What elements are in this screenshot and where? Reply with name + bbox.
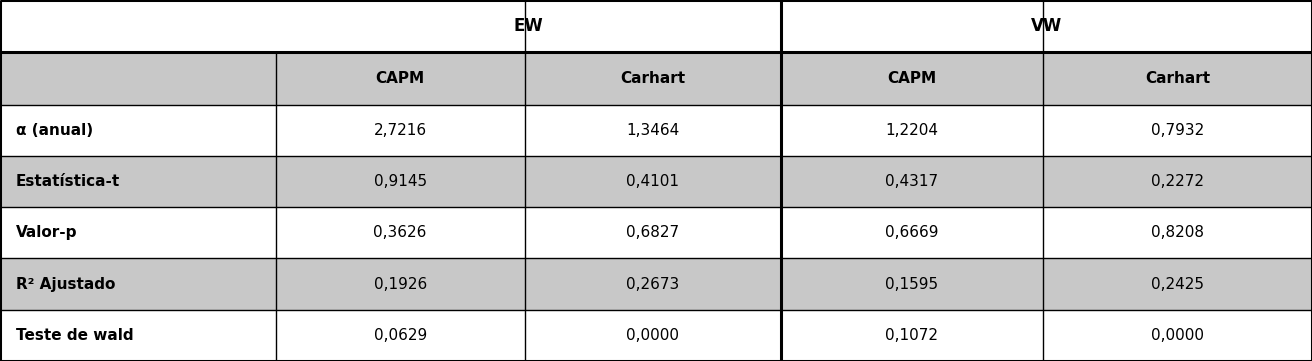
Text: 0,7932: 0,7932 — [1151, 123, 1204, 138]
Bar — [0, 258, 1312, 310]
Text: 0,2673: 0,2673 — [626, 277, 680, 292]
Bar — [0, 156, 1312, 207]
Bar — [0, 310, 1312, 361]
Bar — [0, 105, 1312, 156]
Text: CAPM: CAPM — [375, 71, 425, 86]
Text: α (anual): α (anual) — [16, 123, 93, 138]
Text: 0,8208: 0,8208 — [1151, 225, 1204, 240]
Text: 0,1595: 0,1595 — [886, 277, 938, 292]
Text: EW: EW — [513, 17, 543, 35]
Text: 0,0000: 0,0000 — [626, 328, 680, 343]
Text: R² Ajustado: R² Ajustado — [16, 277, 115, 292]
Text: 0,2272: 0,2272 — [1151, 174, 1204, 189]
Text: 2,7216: 2,7216 — [374, 123, 426, 138]
Text: 1,2204: 1,2204 — [886, 123, 938, 138]
Text: 0,1926: 0,1926 — [374, 277, 426, 292]
Text: 1,3464: 1,3464 — [626, 123, 680, 138]
Bar — [0, 52, 1312, 105]
Text: 0,0629: 0,0629 — [374, 328, 426, 343]
Text: 0,4101: 0,4101 — [626, 174, 680, 189]
Text: CAPM: CAPM — [887, 71, 937, 86]
Text: 0,1072: 0,1072 — [886, 328, 938, 343]
Text: 0,6669: 0,6669 — [886, 225, 938, 240]
Bar — [0, 0, 1312, 52]
Text: Teste de wald: Teste de wald — [16, 328, 134, 343]
Text: 0,9145: 0,9145 — [374, 174, 426, 189]
Text: 0,3626: 0,3626 — [374, 225, 426, 240]
Text: 0,6827: 0,6827 — [626, 225, 680, 240]
Text: Valor-p: Valor-p — [16, 225, 77, 240]
Text: Carhart: Carhart — [1145, 71, 1210, 86]
Text: Estatística-t: Estatística-t — [16, 174, 119, 189]
Text: 0,2425: 0,2425 — [1151, 277, 1204, 292]
Text: 0,4317: 0,4317 — [886, 174, 938, 189]
Bar — [0, 207, 1312, 258]
Text: VW: VW — [1031, 17, 1061, 35]
Text: Carhart: Carhart — [621, 71, 685, 86]
Text: 0,0000: 0,0000 — [1151, 328, 1204, 343]
